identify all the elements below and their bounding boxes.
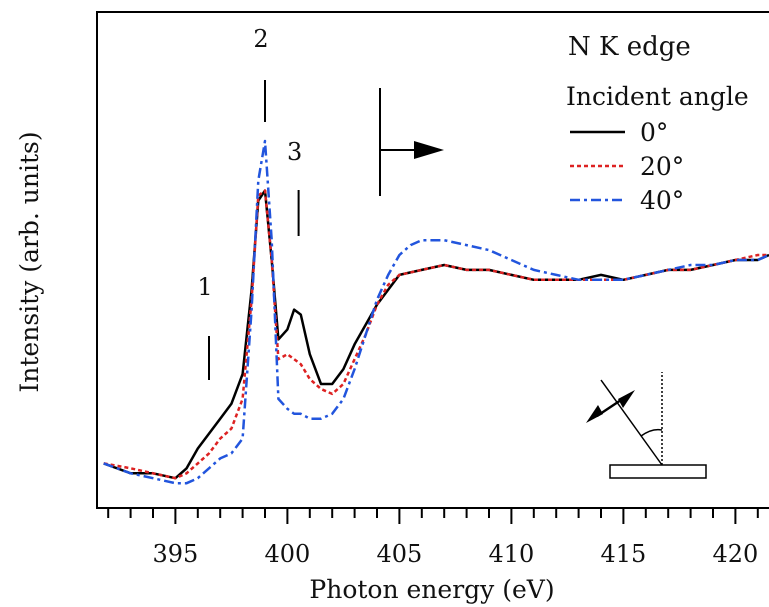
x-tick-label: 415 [600,540,646,568]
x-tick-label: 420 [712,540,758,568]
peak-label-1: 1 [197,273,212,301]
legend-label: 0° [640,118,668,147]
peak-label-3: 3 [287,138,302,166]
direction-arrow [379,88,444,196]
y-axis-label: Intensity (arb. units) [15,131,44,392]
x-tick-label: 405 [376,540,422,568]
incident-angle-icon [586,372,707,479]
legend-label: 40° [640,186,684,215]
chart-title: N K edge [568,32,691,62]
legend-label: 20° [640,152,684,181]
legend-title: Incident angle [566,82,749,111]
x-tick-label: 410 [488,540,534,568]
series-line-2 [103,139,769,485]
legend: 0° 20° 40° [570,118,684,215]
series-line-1 [103,189,769,480]
series-line-0 [103,189,769,480]
x-axis-label: Photon energy (eV) [309,575,554,604]
plot-border [96,11,769,509]
plot-frame [96,11,769,509]
x-tick-label: 395 [152,540,198,568]
series-layer [103,139,769,485]
x-axis: 395 400 405 410 415 420 [107,508,759,568]
x-tick-label: 400 [264,540,310,568]
peak-label-2: 2 [253,25,268,53]
annotation-layer: 1 2 3 [197,25,302,380]
